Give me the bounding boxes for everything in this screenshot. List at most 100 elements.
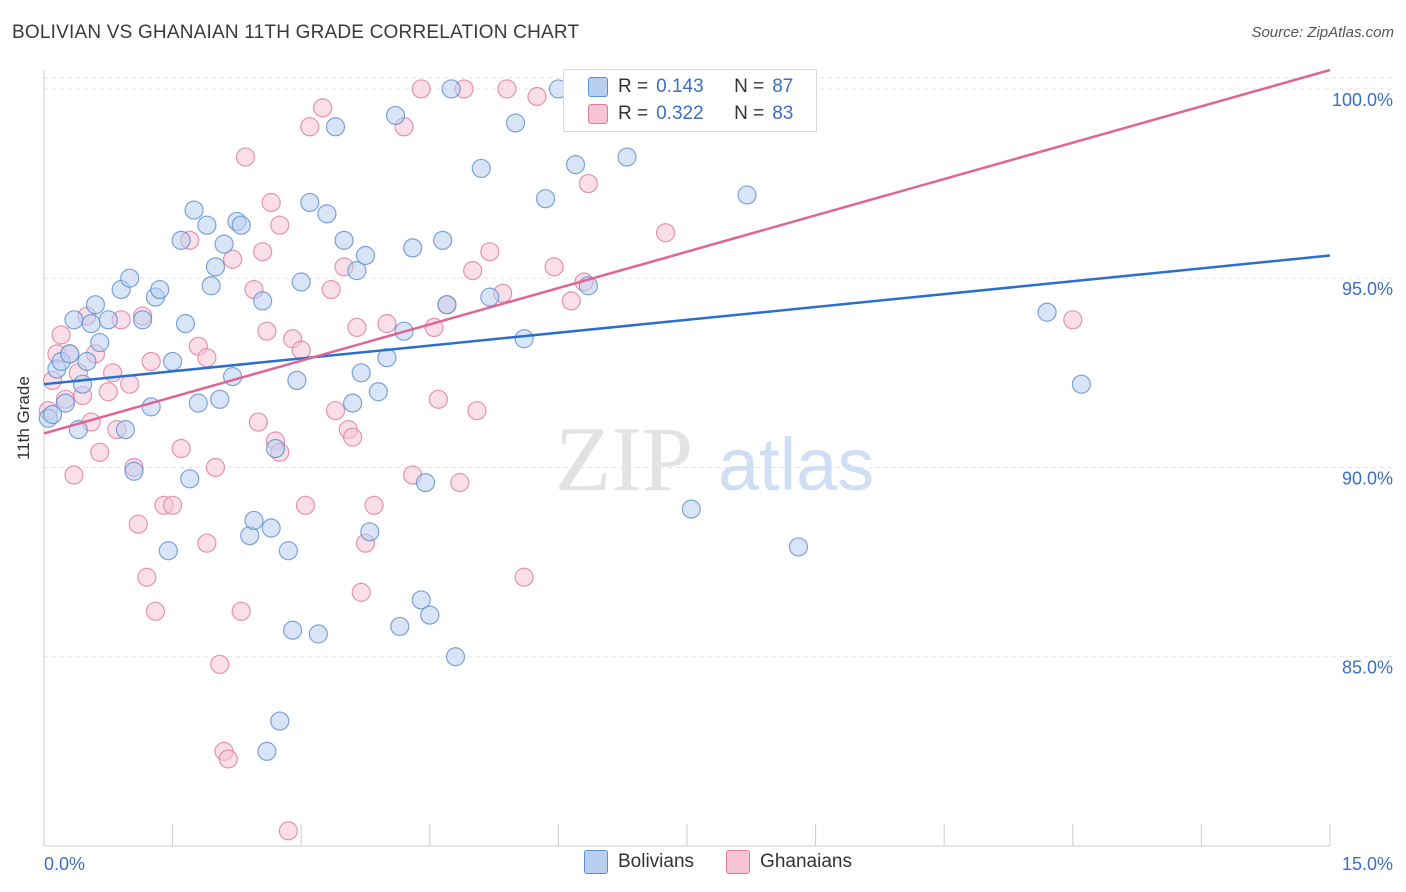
bolivian-point [55,393,76,413]
ghanaian-point [231,601,251,621]
bolivian-point [244,510,264,531]
bolivian-point [415,473,436,493]
ghanaian-point [527,86,547,107]
bolivian-point [60,344,80,364]
bolivians-swatch [588,77,608,97]
ghanaian-point [578,173,599,194]
ghanaian-point [145,601,166,621]
bolivian-point [283,620,303,640]
ghanaian-point [295,495,316,515]
ghanaian-point [377,314,397,334]
r-value-bolivians: 0.143 [656,76,704,97]
ghanaians-trend-line [43,68,1331,435]
stats-legend-box: R = 0.143 N = 87 R = 0.322 N = 83 [563,69,817,132]
bolivian-point [433,230,453,250]
ghanaian-point [270,215,290,235]
stats-row-ghanaians: R = 0.322 N = 83 [588,101,794,127]
bolivian-point [98,310,118,330]
ghanaian-point [428,389,448,409]
bolivian-point [480,287,500,307]
watermark-atlas: atlas [718,423,874,506]
stats-row-bolivians: R = 0.143 N = 87 [588,74,794,100]
bolivian-point [64,310,84,330]
n-value-bolivians: 87 [772,76,794,97]
ghanaian-point [218,749,238,769]
legend-item-ghanaians[interactable]: Ghanaians [726,850,852,874]
ghanaian-point [120,374,140,394]
bolivian-point [180,469,200,489]
bolivian-point [535,189,556,209]
bolivian-point [360,522,380,542]
ghanaian-point [313,98,333,118]
bolivian-point [403,238,423,258]
ghanaian-point [463,261,483,281]
ghanaian-point [257,321,277,341]
bolivian-point [42,404,63,425]
bolivian-point [77,351,97,372]
y-tick-label: 90.0% [1342,468,1393,488]
bolivian-point [205,257,226,277]
y-tick-label: 95.0% [1342,279,1393,299]
ghanaian-point [411,79,431,99]
ghanaians-swatch [588,104,608,124]
ghanaian-point [343,427,363,447]
bolivians-legend-swatch [584,850,608,874]
bolivian-point [124,461,144,481]
ghanaian-point [300,117,320,137]
bolivian-point [390,616,410,637]
ghanaians-legend-swatch [726,850,751,874]
bolivian-point [351,363,371,383]
legend-item-bolivians[interactable]: Bolivians [584,850,694,874]
ghanaian-point [205,457,226,478]
bolivian-point [201,276,221,296]
bolivian-point [120,268,140,288]
bolivian-point [158,541,178,561]
legend-label-bolivians: Bolivians [618,851,695,872]
ghanaian-point [223,249,243,269]
bolivian-point [788,537,809,557]
ghanaian-point [561,291,581,311]
r-label: R = [618,103,649,124]
bolivian-point [214,234,234,254]
ghanaian-point [210,654,230,674]
ghanaian-point [253,242,273,262]
bolivians-trend-line [43,254,1331,386]
bolivian-point [617,147,637,167]
ghanaian-point [235,147,256,167]
ghanaian-point [514,567,534,587]
bolivian-point [175,314,196,334]
x-tick-label: 0.0% [44,854,85,874]
chart-title: BOLIVIAN VS GHANAIAN 11TH GRADE CORRELAT… [12,22,580,43]
bolivian-point [287,370,307,390]
bolivian-point [505,113,526,133]
ghanaian-point [1063,310,1083,330]
bolivian-point [300,192,320,213]
bolivian-point [1071,374,1091,394]
ghanaian-point [163,495,183,515]
bolivian-point [325,117,346,137]
n-label: N = [734,76,765,97]
bolivian-point [150,279,170,300]
ghanaian-point [248,412,268,432]
bolivian-point [343,393,363,413]
bolivian-point [437,295,457,315]
bolivian-point [72,374,93,394]
ghanaian-point [364,495,384,515]
bolivian-point [308,624,328,644]
y-tick-label: 100.0% [1332,90,1393,110]
n-value-ghanaians: 83 [772,103,794,124]
y-tick-label: 85.0% [1342,658,1393,678]
ghanaian-point [321,279,341,300]
bolivian-point [265,438,286,459]
ghanaian-point [351,582,371,602]
bolivian-point [115,420,136,440]
r-value-ghanaians: 0.322 [656,103,704,124]
bottom-legend: Bolivians Ghanaians [584,850,884,874]
bolivian-point [253,291,273,311]
ghanaian-point [325,401,346,421]
n-label: N = [734,103,765,124]
ghanaian-point [655,223,676,243]
ghanaian-point [64,465,84,485]
ghanaian-point [197,533,217,553]
